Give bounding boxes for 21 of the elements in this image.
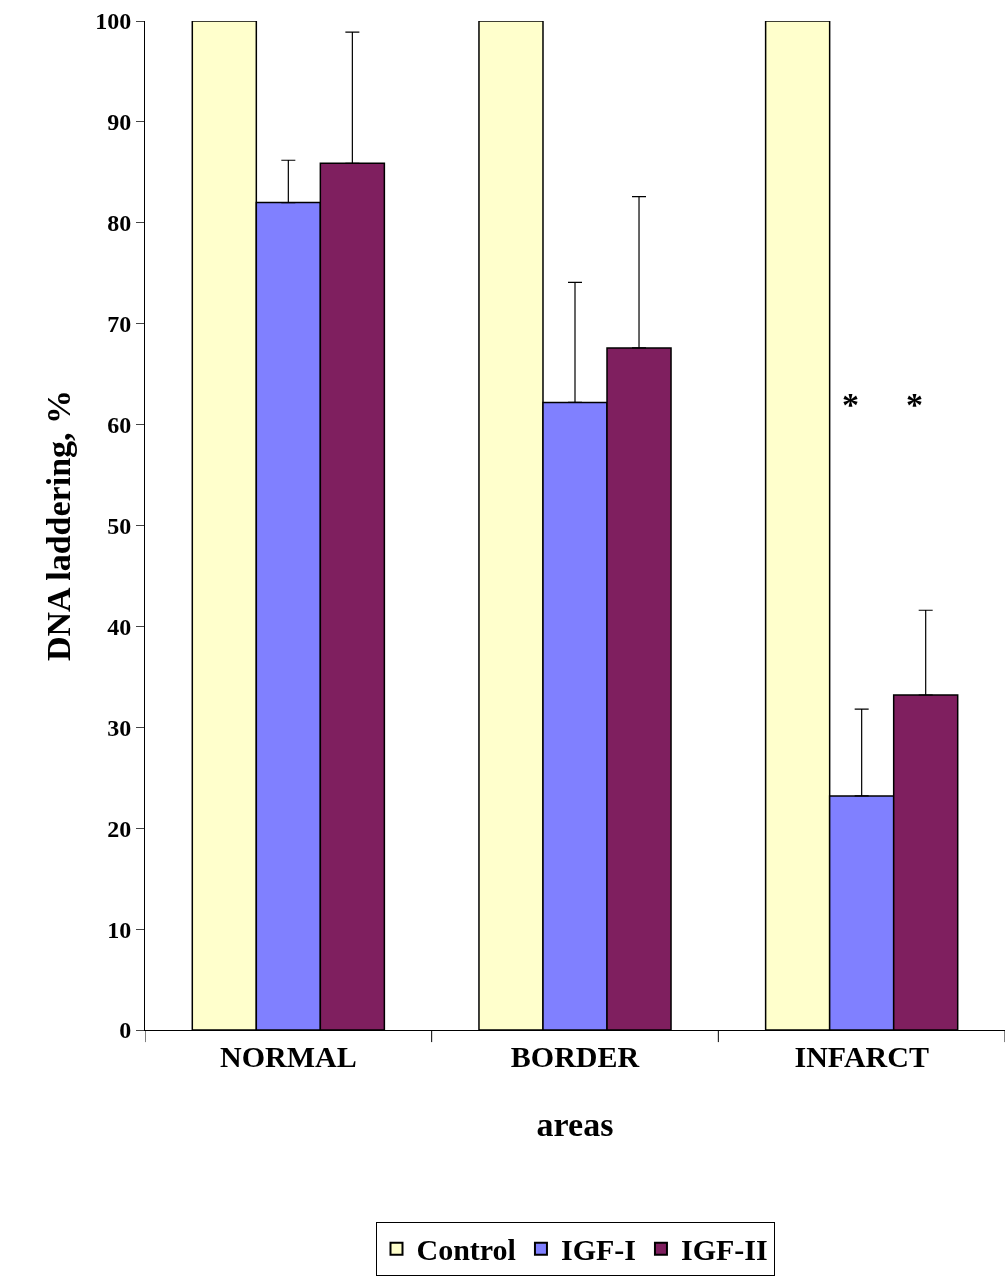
y-axis-title: DNA laddering, % <box>39 389 77 662</box>
y-tick-label: 90 <box>107 109 132 136</box>
y-tick-label: 70 <box>107 311 132 338</box>
x-tick-label: NORMAL <box>220 1040 357 1073</box>
annotation: * <box>906 386 923 423</box>
y-tick-label: 0 <box>119 1017 132 1044</box>
x-axis-title: areas <box>536 1106 614 1144</box>
x-tick-label: BORDER <box>510 1040 640 1073</box>
legend-label: IGF-I <box>560 1233 636 1267</box>
y-tick-label: 40 <box>107 613 132 640</box>
annotation: * <box>842 386 859 423</box>
y-tick-label: 80 <box>107 210 132 237</box>
y-tick-label: 30 <box>107 714 132 741</box>
legend-label: IGF-II <box>680 1233 768 1267</box>
y-tick-label: 50 <box>107 512 132 539</box>
legend-label: Control <box>416 1233 516 1267</box>
y-tick-label: 100 <box>95 8 132 35</box>
y-tick-label: 10 <box>107 916 132 943</box>
x-tick-label: INFARCT <box>794 1040 929 1073</box>
y-tick-label: 60 <box>107 412 132 438</box>
y-tick-label: 20 <box>107 815 132 842</box>
